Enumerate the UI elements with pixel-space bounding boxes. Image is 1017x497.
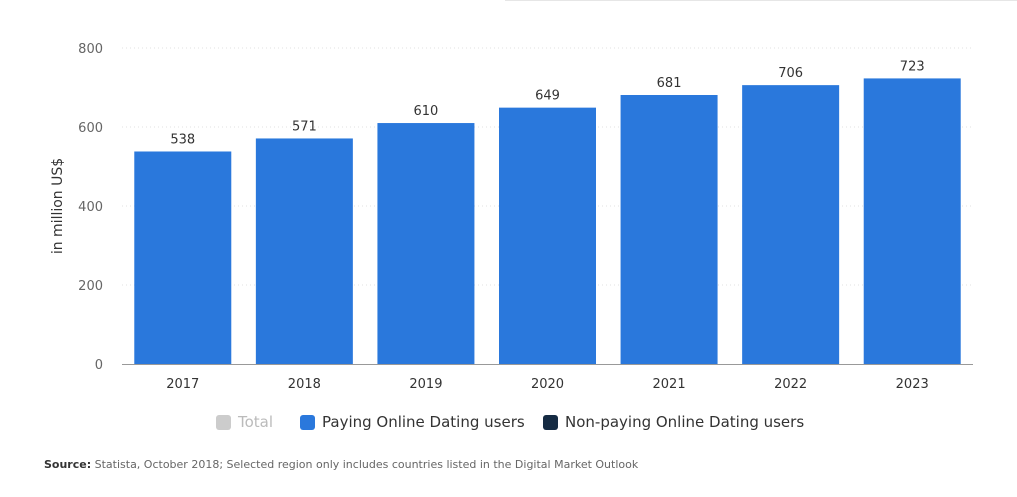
x-axis-ticks: 2017 2018 2019 2020 2021 2022 2023: [166, 377, 929, 392]
legend-label-total: Total: [238, 413, 274, 431]
legend-swatch-paying: [300, 414, 315, 430]
y-tick-label: 200: [78, 279, 103, 294]
bar[interactable]: [499, 107, 596, 365]
bar[interactable]: [377, 123, 475, 364]
legend-swatch-total: [216, 414, 231, 430]
x-tick-label: 2018: [288, 377, 321, 392]
bar-value-label: 723: [900, 59, 925, 74]
x-tick-label: 2020: [531, 377, 564, 392]
source-label: Source:: [44, 458, 92, 471]
legend-label-paying: Paying Online Dating users: [322, 413, 525, 431]
y-tick-label: 600: [78, 121, 103, 136]
bar-chart: 0 200 400 600 800 538 571 610 649 681 706 723 2017…: [50, 42, 973, 392]
y-axis-ticks: 0 200 400 600 800: [78, 42, 103, 373]
bar-value-label: 571: [292, 119, 317, 134]
top-border-line: [505, 0, 1017, 3]
bar-value-label: 649: [535, 89, 560, 104]
legend-label-nonpaying: Non-paying Online Dating users: [565, 413, 805, 431]
legend-item-nonpaying[interactable]: Non-paying Online Dating users: [543, 413, 804, 431]
legend-item-total[interactable]: Total: [216, 413, 273, 431]
legend: Total Paying Online Dating users Non-pay…: [0, 413, 1017, 435]
y-tick-label: 0: [95, 358, 103, 373]
x-tick-label: 2017: [166, 377, 199, 392]
y-tick-label: 400: [78, 200, 103, 215]
bar-value-label: 538: [170, 132, 195, 147]
bar[interactable]: [742, 85, 840, 364]
bar[interactable]: [255, 138, 353, 364]
bar-value-label: 610: [414, 104, 439, 119]
bar[interactable]: [620, 95, 718, 364]
legend-swatch-nonpaying: [543, 414, 558, 430]
x-tick-label: 2023: [896, 377, 929, 392]
x-tick-label: 2021: [653, 377, 686, 392]
x-tick-label: 2022: [774, 377, 807, 392]
bar[interactable]: [134, 151, 232, 364]
data-labels: 538 571 610 649 681 706 723: [170, 59, 924, 147]
x-tick-label: 2019: [409, 377, 442, 392]
source-text: Statista, October 2018; Selected region …: [91, 458, 639, 471]
bar[interactable]: [863, 78, 961, 364]
bar-value-label: 706: [778, 66, 803, 81]
bar-value-label: 681: [657, 76, 682, 91]
legend-item-paying[interactable]: Paying Online Dating users: [300, 413, 525, 431]
bars: [134, 78, 961, 365]
y-axis-title: in million US$: [50, 158, 66, 254]
source-note: Source: Statista, October 2018; Selected…: [44, 458, 638, 471]
y-tick-label: 800: [78, 42, 103, 57]
